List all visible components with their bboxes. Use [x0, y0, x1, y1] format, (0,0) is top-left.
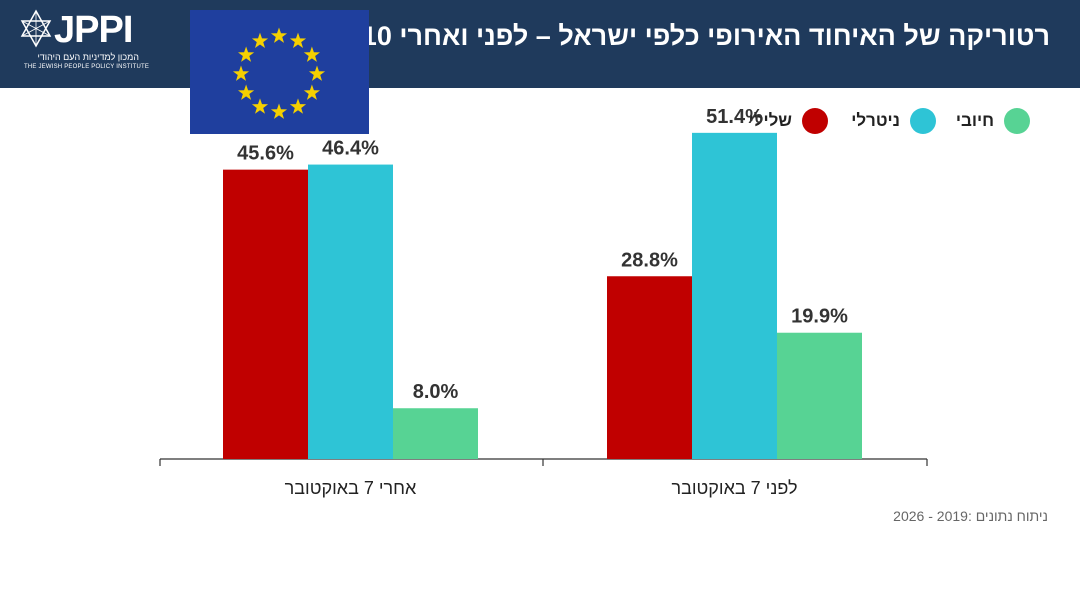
jppi-logo: JPPI המכון למדיניות העם היהודי THE JEWIS…	[18, 6, 149, 76]
bar-value-label: 46.4%	[322, 138, 379, 160]
legend-swatch-neutral	[910, 108, 936, 134]
legend-label-negative: שלילי	[748, 111, 792, 130]
bar-value-label: 28.8%	[621, 249, 678, 271]
flag-star-icon	[270, 103, 288, 119]
flag-star-icon	[238, 46, 255, 62]
bar	[393, 408, 478, 459]
source-note: ניתוח נתונים :2019 - 2026	[893, 508, 1048, 524]
flag-star-icon	[289, 98, 307, 114]
bar-value-label: 45.6%	[237, 143, 294, 165]
legend-label-neutral: ניטרלי	[851, 111, 900, 130]
eu-flag-stars	[232, 27, 326, 119]
legend-label-positive: חיובי	[955, 111, 994, 130]
legend-item-positive: חיובי	[945, 108, 1030, 136]
bar	[777, 332, 862, 459]
chart-legend: חיובי ניטרלי שלילי	[700, 108, 1040, 136]
flag-star-icon	[303, 46, 320, 62]
bar	[223, 169, 308, 459]
flag-star-icon	[238, 84, 255, 100]
bar	[692, 132, 777, 460]
legend-swatch-negative	[802, 108, 828, 134]
flag-star-icon	[232, 65, 250, 81]
flag-star-icon	[251, 98, 269, 114]
bar	[308, 164, 393, 459]
eu-flag-image	[190, 10, 369, 134]
logo-subtitle-english: THE JEWISH PEOPLE POLICY INSTITUTE	[24, 64, 150, 70]
legend-swatch-positive	[1004, 108, 1030, 134]
flag-star-icon	[303, 84, 320, 100]
bar-value-label: 51.4%	[706, 106, 763, 128]
star-of-david-icon	[20, 9, 52, 48]
bar-value-label: 19.9%	[791, 306, 848, 328]
bar	[607, 276, 692, 459]
flag-star-icon	[270, 27, 288, 43]
bar-value-label: 8.0%	[413, 381, 459, 403]
legend-item-neutral: ניטרלי	[840, 108, 938, 136]
x-tick-label: אחרי 7 באוקטובר	[285, 478, 417, 498]
legend-item-negative: שלילי	[740, 108, 830, 136]
logo-subtitle-hebrew: המכון למדיניות העם היהודי	[37, 52, 139, 62]
flag-star-icon	[289, 32, 307, 48]
flag-star-icon	[251, 32, 269, 48]
logo-wordmark: JPPI	[54, 9, 133, 51]
x-tick-label: לפני 7 באוקטובר	[671, 478, 797, 498]
flag-star-icon	[308, 65, 326, 81]
